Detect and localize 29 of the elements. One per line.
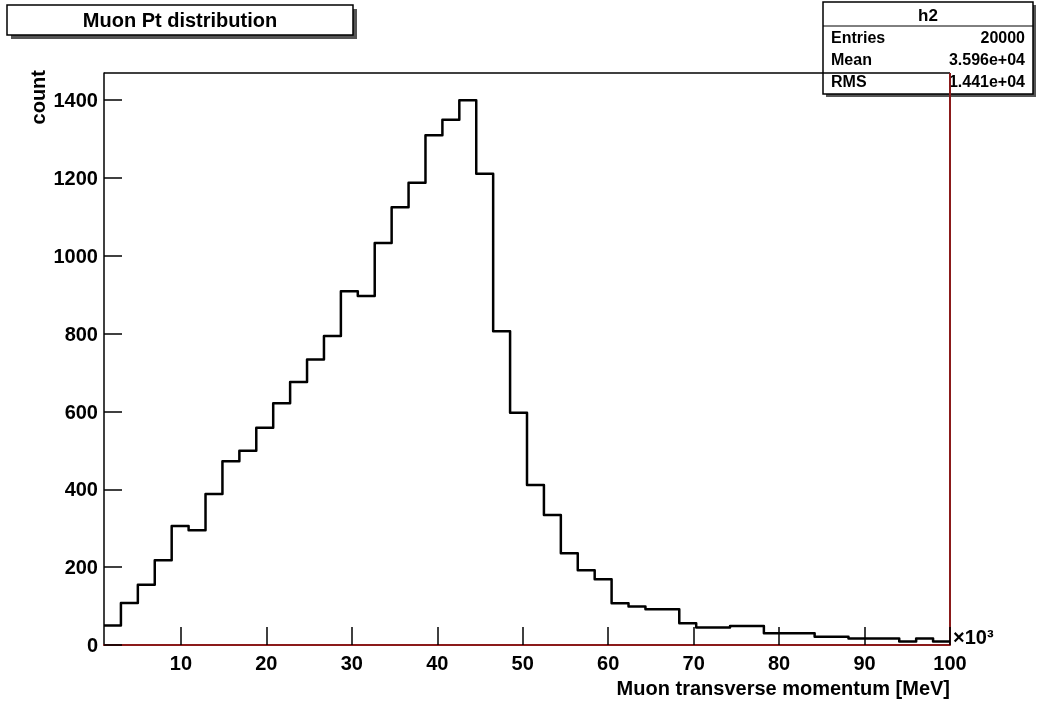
text: Entries <box>831 28 886 46</box>
x-tick-label: 50 <box>511 652 534 674</box>
chart-title: Muon Pt distribution <box>82 9 278 31</box>
text: h2 <box>918 5 938 25</box>
y-tick-label: 0 <box>86 634 98 656</box>
x-tick-label: 20 <box>255 652 278 674</box>
x-tick-label: 10 <box>169 652 193 674</box>
text: 20000 <box>980 28 1026 46</box>
annotation: 1.441e+04 <box>948 72 1026 90</box>
y-axis-title: count <box>27 69 49 125</box>
y-tick-label: 600 <box>64 400 98 423</box>
x-tick-label: 90 <box>853 652 876 674</box>
x-axis-title: Muon transverse momentum [MeV] <box>616 677 950 699</box>
x-tick-label: 30 <box>340 652 363 674</box>
y-tick-label: 200 <box>64 556 98 579</box>
y-tick-label: 1200 <box>53 167 98 190</box>
annotation: RMS <box>831 72 867 90</box>
x-tick-label: 60 <box>597 652 620 674</box>
text: 3.596e+04 <box>948 50 1026 68</box>
y-tick-label: 1400 <box>53 89 98 112</box>
x-tick-label: 100 <box>933 652 967 674</box>
y-tick-label: 400 <box>64 478 98 501</box>
text: ×10³ <box>953 626 994 648</box>
x-tick-label: 70 <box>682 652 705 674</box>
x-tick-label: 80 <box>767 652 791 674</box>
y-tick-label: 800 <box>64 322 98 345</box>
text: Mean <box>831 50 872 68</box>
y-tick-label: 1000 <box>53 244 98 267</box>
x-tick-label: 40 <box>426 652 449 674</box>
